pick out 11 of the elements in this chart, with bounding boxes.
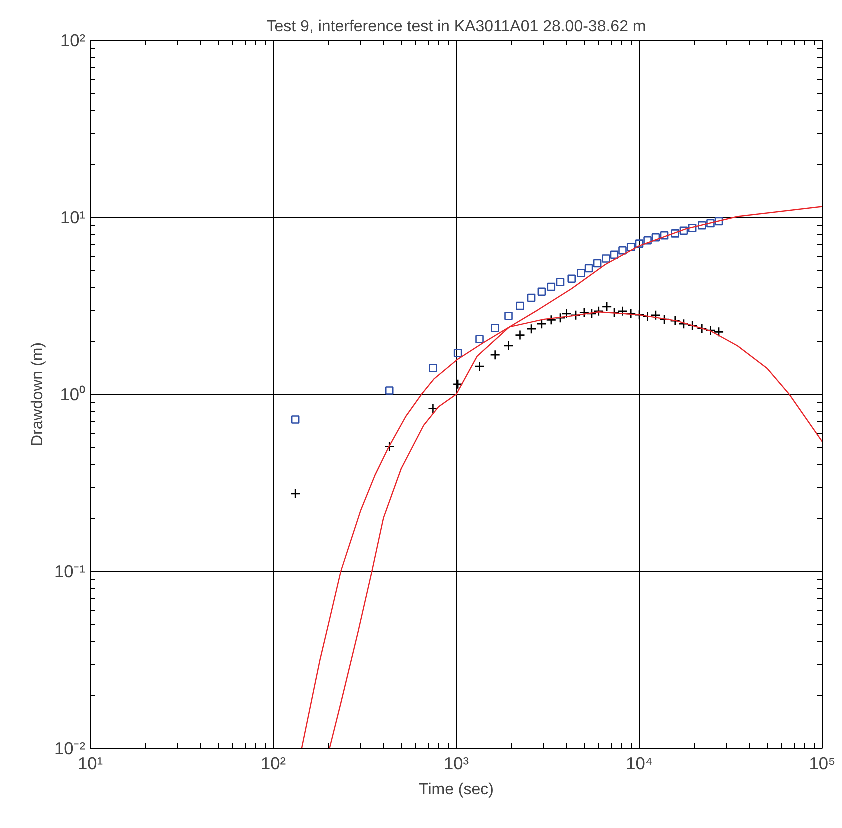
y-axis-title: Drawdown (m) bbox=[29, 342, 46, 447]
x-tick-label: 10⁴ bbox=[626, 754, 653, 774]
chart-title: Test 9, interference test in KA3011A01 28.00-38.62 m bbox=[266, 18, 646, 36]
x-axis-title: Time (sec) bbox=[419, 782, 494, 798]
x-tick-label: 10² bbox=[260, 754, 286, 774]
y-tick-label: 10¹ bbox=[60, 208, 86, 228]
x-tick-label: 10⁵ bbox=[809, 754, 836, 774]
y-tick-label: 10² bbox=[60, 30, 86, 50]
y-tick-label: 10⁰ bbox=[60, 384, 86, 404]
y-tick-label: 10⁻¹ bbox=[54, 562, 86, 582]
x-tick-label: 10³ bbox=[444, 754, 470, 774]
